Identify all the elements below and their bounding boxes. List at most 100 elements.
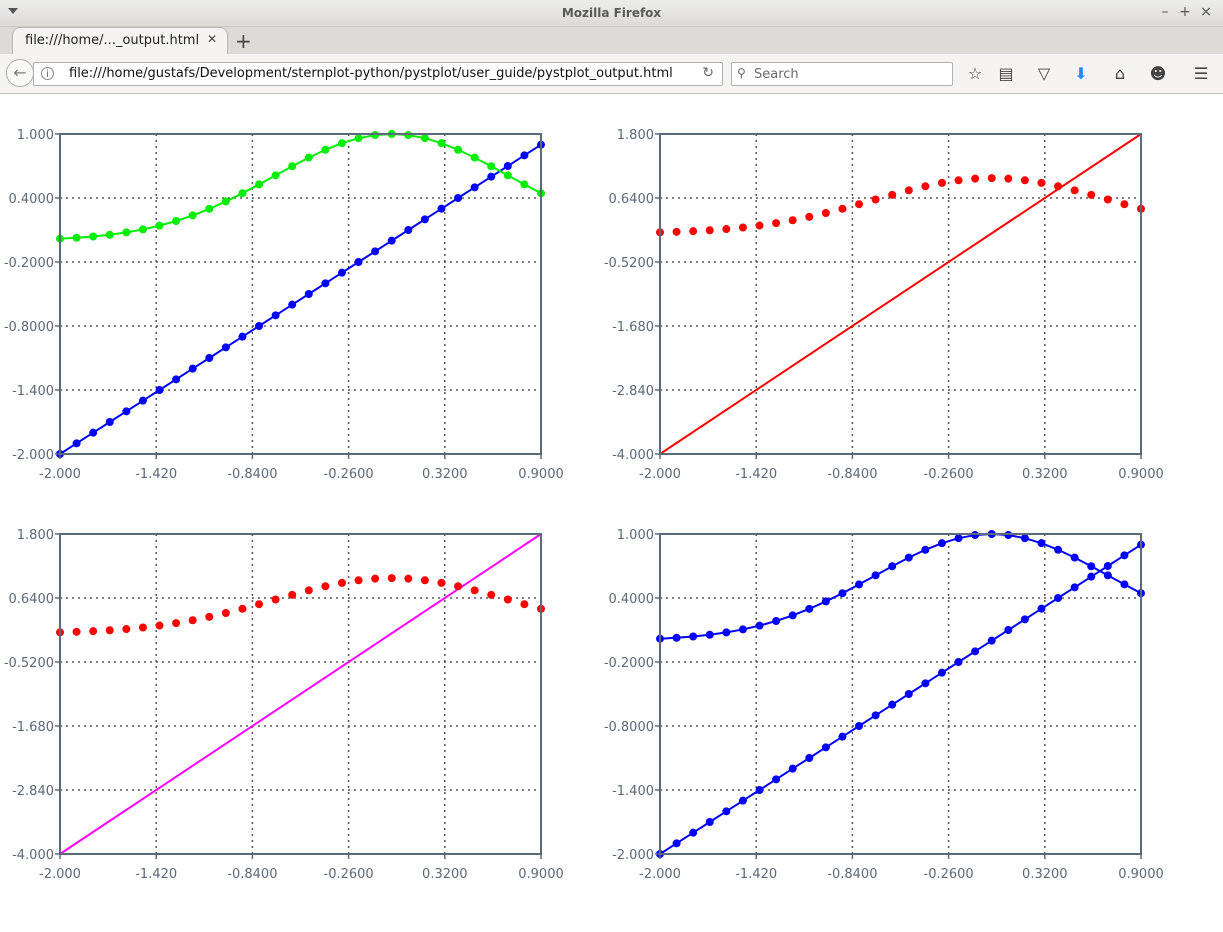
data-point (871, 195, 880, 204)
x-tick-label: -0.2600 (324, 867, 374, 882)
new-tab-icon[interactable]: + (235, 29, 252, 53)
y-tick-label: -0.5200 (604, 256, 654, 271)
data-point (705, 630, 714, 639)
plot-frame (659, 133, 1142, 455)
y-tick-label: 0.4000 (609, 592, 655, 607)
data-point (788, 611, 797, 620)
data-point (304, 290, 313, 298)
data-point (805, 754, 814, 762)
data-point (354, 576, 363, 585)
data-point (89, 232, 98, 241)
data-point (722, 807, 731, 816)
home-icon[interactable]: ⌂ (1114, 64, 1126, 83)
data-point (387, 236, 396, 245)
y-tick-label: 0.4000 (9, 192, 55, 207)
data-point (354, 258, 363, 266)
x-tick-label: -0.2600 (924, 467, 974, 482)
data-point (404, 131, 413, 140)
bookmark-star-icon[interactable]: ☆ (967, 64, 983, 83)
data-point (672, 633, 681, 642)
y-tick-label: -0.8000 (604, 720, 654, 735)
data-point (420, 215, 429, 224)
smiley-icon[interactable]: ☻ (1149, 64, 1167, 83)
data-point (1120, 551, 1129, 560)
data-point (437, 578, 446, 587)
x-tick-label: 0.9000 (518, 867, 564, 882)
data-point (255, 600, 264, 609)
data-point (487, 590, 496, 599)
data-point (871, 711, 880, 720)
data-point (1054, 545, 1063, 554)
data-point (1004, 531, 1013, 540)
data-point (888, 190, 897, 199)
series-line (659, 532, 1142, 640)
data-point (672, 839, 681, 848)
download-icon[interactable]: ⬇ (1074, 64, 1088, 83)
reload-icon[interactable]: ↻ (702, 65, 714, 81)
close-window-icon[interactable]: × (1200, 4, 1212, 20)
data-point (155, 386, 164, 394)
url-text[interactable]: file:///home/gustafs/Development/sternpl… (69, 66, 673, 81)
data-point (221, 343, 230, 352)
data-point (371, 574, 380, 583)
search-input[interactable]: ⚲ Search (731, 62, 953, 86)
series-line (59, 533, 542, 855)
y-tick-label: -1.680 (12, 720, 54, 735)
data-point (1087, 572, 1096, 581)
data-point (1054, 182, 1063, 191)
window-title: Mozilla Firefox (561, 6, 662, 20)
series-line (659, 543, 1142, 855)
data-point (871, 571, 880, 580)
data-point (1020, 534, 1029, 543)
data-point (470, 586, 479, 595)
pocket-icon[interactable]: ▽ (1037, 64, 1051, 83)
page-content: -2.000 -1.420 -0.8400 -0.2600 0.3200 0.9000 -2… (0, 94, 1223, 928)
data-point (288, 300, 297, 309)
data-point (705, 226, 714, 235)
data-point (888, 562, 897, 571)
data-point (155, 221, 164, 230)
data-point (921, 182, 930, 191)
data-point (838, 732, 847, 741)
data-point (1087, 190, 1096, 199)
data-point (271, 171, 280, 180)
data-point (855, 580, 864, 589)
tab-bar: file:///home/..._output.html ✕ + (0, 27, 1223, 54)
data-point (1103, 571, 1112, 580)
data-point (371, 247, 380, 256)
plot-frame (59, 533, 542, 855)
close-tab-icon[interactable]: ✕ (206, 32, 217, 46)
tab-output[interactable]: file:///home/..._output.html ✕ (12, 27, 228, 54)
data-point (705, 818, 714, 826)
data-point (838, 589, 847, 598)
plot-frame (659, 533, 1142, 855)
data-point (238, 189, 247, 198)
data-point (138, 225, 147, 234)
plot-frame (59, 133, 542, 455)
tab-title: file:///home/..._output.html (25, 33, 200, 48)
maximize-icon[interactable]: + (1179, 4, 1191, 20)
x-tick-label: -0.8400 (227, 467, 277, 482)
minimize-icon[interactable]: – (1161, 4, 1169, 20)
y-tick-label: -4.000 (612, 448, 654, 463)
series-line (59, 132, 542, 240)
data-point (155, 621, 164, 630)
data-point (255, 180, 264, 189)
menu-icon[interactable]: ☰ (1193, 64, 1209, 83)
data-point (188, 364, 197, 373)
window-menu-icon[interactable] (8, 8, 18, 14)
data-point (738, 223, 747, 232)
data-point (188, 616, 197, 625)
data-point (520, 180, 529, 189)
data-point (954, 176, 963, 185)
x-tick-label: -0.8400 (227, 867, 277, 882)
bookmarks-list-icon[interactable]: ▤ (998, 64, 1014, 83)
data-point (205, 204, 214, 213)
info-icon[interactable]: i (41, 67, 54, 80)
url-bar[interactable]: i file:///home/gustafs/Development/stern… (33, 62, 723, 86)
x-tick-label: -1.420 (735, 867, 777, 882)
data-point (788, 764, 797, 773)
x-tick-label: 0.3200 (1022, 467, 1068, 482)
back-arrow-icon[interactable]: ← (6, 59, 34, 87)
data-point (437, 139, 446, 148)
